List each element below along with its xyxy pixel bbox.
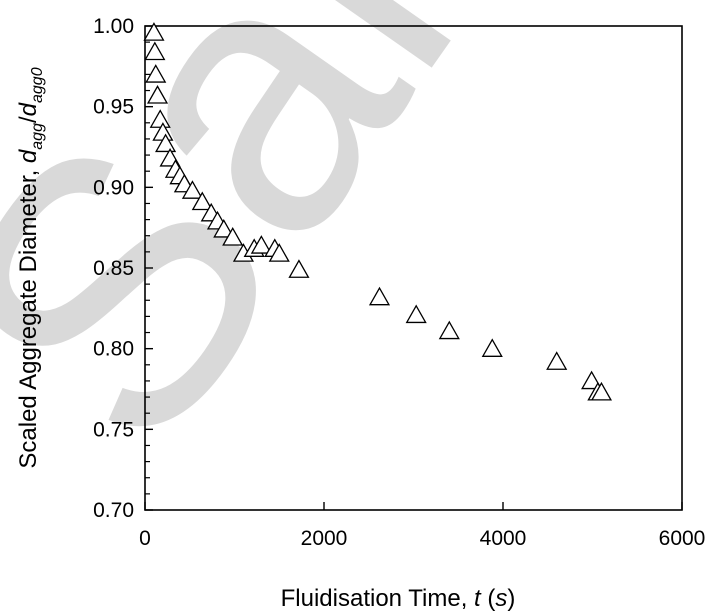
data-point xyxy=(181,180,204,199)
x-axis-title-paren-close: ) xyxy=(507,585,515,612)
data-point xyxy=(481,338,503,357)
data-point xyxy=(146,85,169,104)
x-tick-label: 6000 xyxy=(659,527,706,550)
x-axis-title-unit: s xyxy=(495,585,507,612)
y-axis-title-main: Scaled Aggregate Diameter, xyxy=(15,163,42,469)
y-axis-title-sub2: agg0 xyxy=(29,67,46,103)
y-tick-label: 0.95 xyxy=(93,96,134,119)
data-point xyxy=(145,64,167,83)
y-tick-label: 0.85 xyxy=(93,257,134,280)
x-tick-label: 0 xyxy=(139,527,151,550)
x-axis-title-paren-open: ( xyxy=(481,585,496,612)
y-tick-label: 0.90 xyxy=(93,176,134,199)
data-point xyxy=(590,381,613,401)
x-axis-title: Fluidisation Time, t (s) xyxy=(281,585,516,612)
y-tick-label: 1.00 xyxy=(93,15,134,38)
x-axis-ticks: 0 2000 4000 6000 xyxy=(139,502,705,550)
x-axis-title-var: t xyxy=(474,585,482,612)
x-axis-title-main: Fluidisation Time, xyxy=(281,585,474,612)
data-point xyxy=(288,259,310,278)
y-axis-title-slash: / xyxy=(15,116,42,123)
data-point xyxy=(581,370,603,390)
y-axis-title: Scaled Aggregate Diameter, dagg/dagg0 xyxy=(15,67,46,468)
data-point xyxy=(368,286,391,306)
data-point xyxy=(250,235,272,254)
y-tick-label: 0.80 xyxy=(93,338,134,361)
data-point xyxy=(438,320,460,340)
y-axis-title-d2: d xyxy=(15,102,42,116)
y-tick-label: 0.75 xyxy=(93,418,134,441)
y-axis-title-d1: d xyxy=(15,149,42,163)
data-point xyxy=(143,22,165,41)
data-point xyxy=(405,304,427,324)
x-tick-label: 4000 xyxy=(480,527,527,550)
x-tick-label: 2000 xyxy=(301,527,348,550)
data-point xyxy=(191,191,213,211)
data-point xyxy=(155,133,177,153)
y-axis-ticks: 0.70 0.75 0.80 0.85 0.90 0.95 1.00 xyxy=(93,15,153,522)
data-point xyxy=(213,218,235,238)
y-axis-title-sub1: agg xyxy=(29,123,46,150)
data-point xyxy=(222,227,244,246)
y-axis-title-group: Scaled Aggregate Diameter, dagg/dagg0 xyxy=(15,67,46,468)
y-tick-label: 0.70 xyxy=(93,499,134,522)
data-point xyxy=(268,243,290,262)
data-points xyxy=(143,22,613,401)
data-point xyxy=(144,41,166,61)
data-point xyxy=(546,351,568,370)
